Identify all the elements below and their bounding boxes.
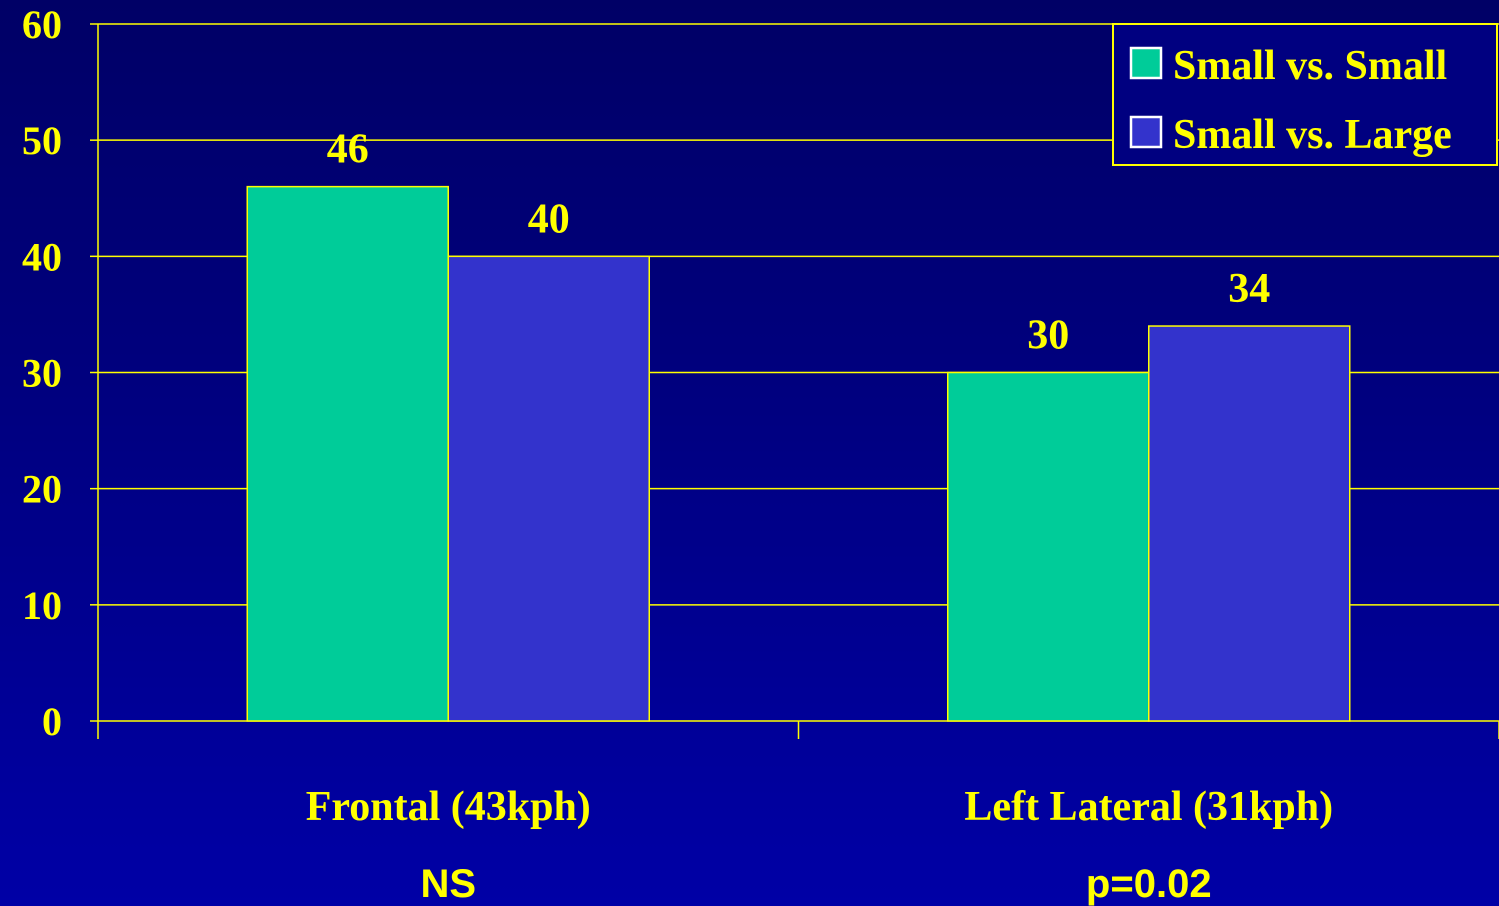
data-label: 30	[1027, 313, 1069, 359]
bars	[246, 185, 1351, 722]
legend-swatch	[1129, 115, 1163, 149]
x-tick-label: Frontal (43kph)	[306, 784, 591, 830]
data-label: 34	[1228, 266, 1270, 312]
legend-box	[1112, 23, 1498, 166]
legend-label: Small vs. Large	[1173, 112, 1452, 158]
y-tick-label: 60	[22, 2, 62, 47]
significance-label: p=0.02	[1086, 862, 1212, 906]
y-tick-label: 40	[22, 234, 62, 279]
labels: 0 10 20 30 40 50 60 46 40 Frontal (43kph) NS 30 34 Le…	[22, 2, 1333, 906]
y-tick-label: 10	[22, 583, 62, 628]
y-tick-label: 50	[22, 118, 62, 163]
legend: Small vs. Small Small vs. Large	[1112, 23, 1498, 166]
data-label: 40	[528, 196, 570, 242]
legend-label: Small vs. Small	[1173, 43, 1447, 89]
x-tick-label: Left Lateral (31kph)	[964, 784, 1333, 830]
data-label: 46	[327, 127, 369, 173]
y-tick-label: 20	[22, 467, 62, 512]
bar	[447, 255, 650, 722]
y-tick-label: 0	[42, 699, 62, 744]
significance-label: NS	[420, 862, 476, 906]
legend-swatch	[1129, 46, 1163, 80]
bar	[246, 185, 449, 722]
bar	[947, 371, 1150, 722]
y-tick-label: 30	[22, 351, 62, 396]
bar	[1148, 325, 1351, 722]
